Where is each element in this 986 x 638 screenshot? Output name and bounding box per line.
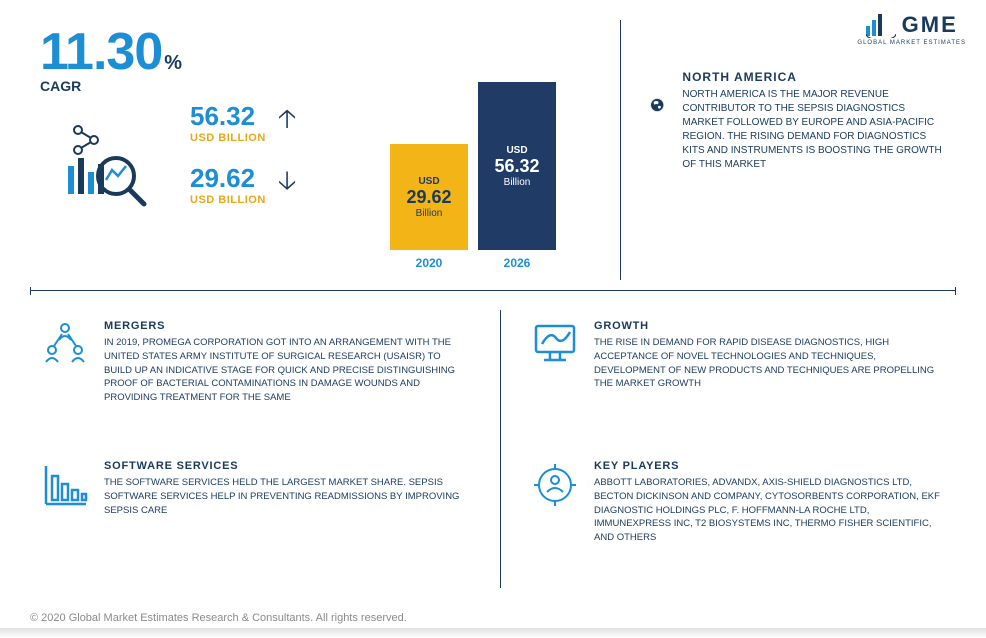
software-title: SOFTWARE SERVICES [104,460,464,472]
region-body: NORTH AMERICA IS THE MAJOR REVENUE CONTR… [682,88,946,172]
cagr-percent: % [164,52,182,74]
bar-chart-icon [40,460,90,510]
growth-body: THE RISE IN DEMAND FOR RAPID DISEASE DIA… [594,336,946,391]
bottom-vertical-divider [500,310,501,588]
keyplayers-title: KEY PLAYERS [594,460,946,472]
horizontal-divider [30,290,956,300]
stat-high-unit: USD BILLION [190,132,266,144]
mergers-body: IN 2019, PROMEGA CORPORATION GOT INTO AN… [104,336,464,405]
quadrant-mergers: MERGERS IN 2019, PROMEGA CORPORATION GOT… [40,320,464,405]
target-person-icon [530,460,580,510]
software-body: THE SOFTWARE SERVICES HELD THE LARGEST M… [104,476,464,517]
arrow-down-icon: 🡣 [278,162,297,206]
logo-subtitle: GLOBAL MARKET ESTIMATES [857,40,966,46]
logo-text: GME [902,12,958,38]
cagr-block: 11.30% CAGR [40,22,182,94]
quadrant-software: SOFTWARE SERVICES THE SOFTWARE SERVICES … [40,460,464,517]
stat-high-value: 56.32 [190,101,266,132]
chart-bar: USD56.32Billion2026 [478,82,556,270]
bar-chart: USD29.62Billion2020USD56.32Billion2026 [390,80,556,270]
region-title: NORTH AMERICA [682,70,946,84]
copyright: © 2020 Global Market Estimates Research … [30,612,407,624]
stat-high: 56.32 USD BILLION 🡡 [190,100,296,144]
globe-icon [650,70,664,140]
mergers-title: MERGERS [104,320,464,332]
analytics-icon [60,120,150,215]
quadrant-growth: GROWTH THE RISE IN DEMAND FOR RAPID DISE… [530,320,946,391]
chart-bar: USD29.62Billion2020 [390,144,468,270]
people-network-icon [40,320,90,370]
keyplayers-body: ABBOTT LABORATORIES, ADVANDX, AXIS-SHIEL… [594,476,946,545]
stat-low-value: 29.62 [190,163,266,194]
top-vertical-divider [620,20,621,280]
quadrant-keyplayers: KEY PLAYERS ABBOTT LABORATORIES, ADVANDX… [530,460,946,545]
brand-logo: GME GLOBAL MARKET ESTIMATES [857,12,966,46]
arrow-up-icon: 🡡 [278,100,297,144]
cagr-value: 11.30 [40,23,162,81]
monitor-growth-icon [530,320,580,370]
stat-low: 29.62 USD BILLION 🡣 [190,162,296,206]
logo-icon [866,12,896,38]
stat-low-unit: USD BILLION [190,194,266,206]
growth-title: GROWTH [594,320,946,332]
footer-shadow [0,628,986,638]
